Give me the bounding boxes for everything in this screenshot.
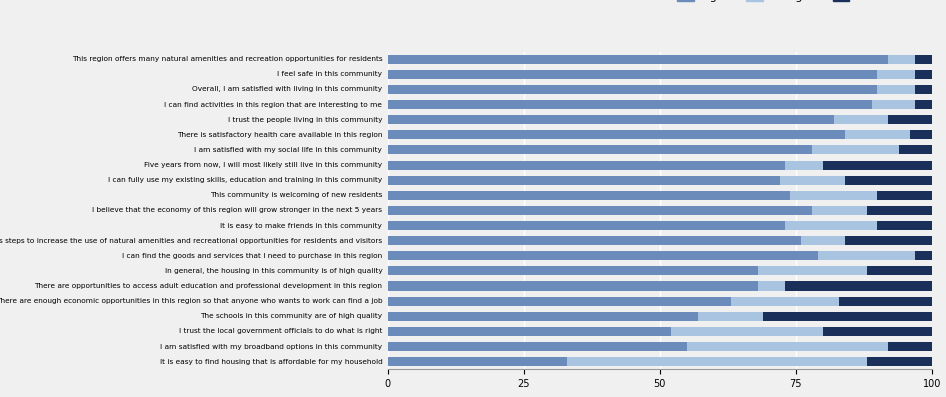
Bar [877, 191, 932, 200]
Bar [780, 175, 845, 185]
Bar [388, 266, 758, 276]
Bar [388, 342, 687, 351]
Bar [785, 221, 877, 230]
Bar [730, 297, 839, 306]
Bar [388, 327, 671, 336]
Bar [568, 357, 867, 366]
Bar [388, 221, 785, 230]
Bar [823, 160, 932, 170]
Bar [845, 236, 932, 245]
Bar [916, 100, 932, 109]
Bar [845, 175, 932, 185]
Bar [388, 175, 780, 185]
Bar [877, 85, 916, 94]
Bar [388, 312, 698, 321]
Bar [388, 85, 877, 94]
Bar [388, 55, 888, 64]
Bar [388, 191, 790, 200]
Bar [812, 145, 899, 154]
Bar [888, 115, 932, 124]
Bar [867, 206, 932, 215]
Bar [790, 191, 877, 200]
Bar [388, 281, 758, 291]
Bar [867, 357, 932, 366]
Bar [916, 55, 932, 64]
Bar [899, 145, 932, 154]
Bar [758, 266, 867, 276]
Bar [687, 342, 888, 351]
Bar [833, 115, 888, 124]
Bar [916, 70, 932, 79]
Bar [388, 100, 872, 109]
Bar [867, 266, 932, 276]
Bar [388, 130, 845, 139]
Bar [888, 342, 932, 351]
Bar [763, 312, 932, 321]
Bar [758, 281, 785, 291]
Bar [388, 297, 730, 306]
Bar [388, 206, 812, 215]
Bar [388, 236, 801, 245]
Bar [671, 327, 823, 336]
Bar [388, 357, 568, 366]
Bar [916, 85, 932, 94]
Bar [388, 145, 812, 154]
Bar [388, 70, 877, 79]
Bar [839, 297, 932, 306]
Legend: Agree, Disagree, Don't Know: Agree, Disagree, Don't Know [673, 0, 926, 7]
Bar [872, 100, 916, 109]
Bar [877, 70, 916, 79]
Bar [910, 130, 932, 139]
Bar [785, 281, 932, 291]
Bar [388, 160, 785, 170]
Bar [817, 251, 916, 260]
Bar [845, 130, 910, 139]
Bar [916, 251, 932, 260]
Bar [812, 206, 867, 215]
Bar [698, 312, 763, 321]
Bar [823, 327, 932, 336]
Bar [801, 236, 845, 245]
Bar [388, 115, 833, 124]
Bar [877, 221, 932, 230]
Bar [388, 251, 817, 260]
Bar [785, 160, 823, 170]
Bar [888, 55, 916, 64]
